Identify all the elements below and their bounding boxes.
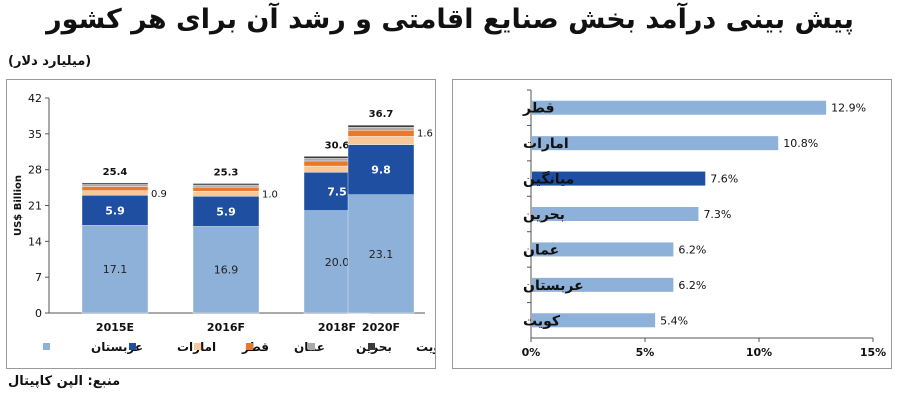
bar-value-label: 6.2% [678, 279, 706, 292]
legend-swatch [43, 343, 50, 350]
bar-value-label: 23.1 [369, 248, 394, 261]
y-tick-label: 35 [28, 128, 42, 141]
growth-bar-chart-panel: 0% 5% 10% 15% 12.9% قطر 10.8% امارات 7.6% میانگین… [452, 79, 892, 369]
category-label: امارات [523, 136, 569, 152]
unit-note: (میلیارد دلار) [8, 54, 92, 69]
legend-swatch [368, 343, 375, 350]
bar-segment [81, 182, 149, 185]
y-tick-label: 42 [28, 92, 42, 105]
x-tick-label: 10% [746, 346, 772, 359]
bar-value-label: 5.9 [105, 204, 125, 217]
x-tick-label: 15% [860, 346, 886, 359]
bar-segment [347, 194, 415, 314]
bar-segment [81, 195, 149, 226]
bar-segment [192, 184, 260, 188]
legend-entry: کویت [416, 340, 435, 355]
bar-value-label: 10.8% [783, 137, 818, 150]
bar-segment [347, 136, 415, 145]
bar-value-label: 12.9% [831, 102, 866, 115]
bar-value-label: 20.0 [325, 256, 350, 269]
page-title: پیش بینی درآمد بخش صنایع اقامتی و رشد آن… [46, 4, 854, 35]
stacked-bar-chart: 0 7 14 21 28 35 42 US$ Billion 17.1 5.9 0.9 25.4 201… [13, 92, 435, 355]
source-note: منبع: الپن کاپیتال [8, 374, 121, 389]
bar-value-label: 5.4% [660, 314, 688, 327]
bar-segment [81, 186, 149, 191]
category-label: عربستان [523, 278, 584, 294]
bar-segment [347, 126, 415, 131]
bar-value-label: 7.6% [710, 173, 738, 186]
bar-value-label: 9.8 [371, 164, 391, 177]
y-tick-label: 7 [35, 271, 42, 284]
x-tick-label: 2020F [362, 321, 400, 334]
bar-value-label: 7.3% [703, 208, 731, 221]
y-tick-label: 28 [28, 164, 42, 177]
x-tick-label: 5% [636, 346, 655, 359]
bar-value-label: 6.2% [678, 243, 706, 256]
bar-segment [347, 130, 415, 137]
bar-segment [192, 186, 260, 192]
legend-entry: قطر [241, 340, 269, 354]
bar-segment [192, 196, 260, 227]
bar-value-label: 0.9 [151, 189, 167, 200]
category-label: بحرین [523, 207, 565, 223]
y-tick-label: 0 [35, 307, 42, 320]
bar [532, 313, 656, 328]
bar-segment [81, 225, 149, 314]
legend-swatch [308, 343, 315, 350]
x-tick-label: 0% [522, 346, 541, 359]
bar-value-label: 5.9 [216, 205, 236, 218]
bar-total-label: 25.4 [103, 167, 128, 178]
category-label: عمان [523, 242, 559, 258]
bar-segment [192, 183, 260, 186]
bar-value-label: 17.1 [103, 263, 128, 276]
x-tick-label: 2018F [318, 321, 356, 334]
legend-swatch [246, 343, 253, 350]
bar-segment [81, 184, 149, 187]
bar-segment [347, 144, 415, 195]
x-tick-label: 2015E [96, 321, 134, 334]
bar-segment [347, 124, 415, 128]
bar [532, 207, 699, 221]
bar-value-label: 16.9 [214, 264, 239, 277]
legend-swatch [129, 343, 136, 350]
growth-bar-chart: 0% 5% 10% 15% 12.9% قطر 10.8% امارات 7.6% میانگین… [522, 89, 886, 359]
category-label: میانگین [523, 171, 574, 188]
bar [532, 136, 779, 151]
x-tick-label: 2016F [207, 321, 245, 334]
bar-total-label: 30.6 [325, 140, 350, 151]
category-label: قطر [522, 101, 555, 117]
y-axis-title: US$ Billion [13, 175, 24, 236]
legend-swatch [194, 343, 201, 350]
bar [532, 100, 827, 115]
bar-value-label: 1.6 [417, 128, 433, 139]
bar [532, 277, 674, 292]
bar-total-label: 36.7 [369, 109, 394, 120]
bar-segment [81, 190, 149, 196]
category-label: کویت [523, 313, 561, 329]
bar [532, 171, 706, 186]
bar-value-label: 1.0 [262, 190, 278, 201]
bar-segment [192, 226, 260, 314]
bar [532, 242, 674, 257]
bar-value-label: 7.5 [327, 185, 347, 198]
bar-segment [192, 190, 260, 197]
stacked-bar-chart-panel: 0 7 14 21 28 35 42 US$ Billion 17.1 5.9 0.9 25.4 201… [6, 79, 436, 369]
y-tick-label: 14 [28, 235, 42, 248]
y-tick-label: 21 [28, 200, 42, 213]
bar-total-label: 25.3 [214, 167, 239, 178]
